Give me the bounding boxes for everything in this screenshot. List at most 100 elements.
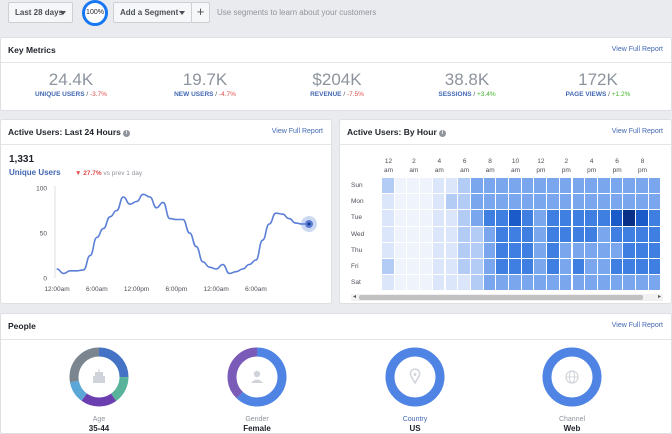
heatmap-cell[interactable] bbox=[407, 210, 420, 226]
metric-new-users[interactable]: 19.7K NEW USERS / -4.7% bbox=[140, 70, 270, 98]
heatmap-cell[interactable] bbox=[509, 242, 521, 258]
heatmap-cell[interactable] bbox=[572, 178, 585, 194]
heatmap-cell[interactable] bbox=[483, 194, 496, 210]
heatmap-cell[interactable] bbox=[559, 178, 572, 194]
heatmap-cell[interactable] bbox=[597, 194, 610, 210]
heatmap-cell[interactable] bbox=[483, 242, 496, 258]
heatmap-cell[interactable] bbox=[382, 242, 394, 258]
scrollbar-thumb[interactable] bbox=[359, 295, 643, 300]
heatmap-cell[interactable] bbox=[534, 275, 547, 291]
people-view-report-link[interactable]: View Full Report bbox=[611, 322, 663, 329]
heatmap-cell[interactable] bbox=[509, 226, 521, 242]
info-icon[interactable]: i bbox=[122, 130, 130, 137]
heatmap-cell[interactable] bbox=[407, 242, 420, 258]
zoom-indicator[interactable]: 100% bbox=[82, 0, 108, 26]
heatmap-cell[interactable] bbox=[585, 194, 597, 210]
heatmap-cell[interactable] bbox=[610, 275, 623, 291]
heatmap-cell[interactable] bbox=[572, 194, 585, 210]
heatmap-cell[interactable] bbox=[382, 226, 394, 242]
heatmap-cell[interactable] bbox=[572, 242, 585, 258]
metric-revenue[interactable]: $204K REVENUE / -7.5% bbox=[272, 70, 402, 98]
scroll-left-icon[interactable]: ◂ bbox=[352, 294, 356, 300]
heatmap-cell[interactable] bbox=[547, 259, 559, 275]
heatmap-cell[interactable] bbox=[636, 194, 648, 210]
key-metrics-view-report-link[interactable]: View Full Report bbox=[611, 46, 663, 53]
heatmap-cell[interactable] bbox=[585, 226, 597, 242]
heatmap-cell[interactable] bbox=[470, 242, 483, 258]
heatmap-cell[interactable] bbox=[648, 178, 661, 194]
active-users-24h-view-report-link[interactable]: View Full Report bbox=[271, 128, 323, 135]
heatmap-cell[interactable] bbox=[509, 194, 521, 210]
heatmap-cell[interactable] bbox=[445, 259, 458, 275]
date-range-dropdown[interactable]: Last 28 days bbox=[8, 2, 73, 23]
heatmap-cell[interactable] bbox=[407, 275, 420, 291]
heatmap-cell[interactable] bbox=[470, 178, 483, 194]
heatmap-cell[interactable] bbox=[407, 226, 420, 242]
heatmap-cell[interactable] bbox=[534, 242, 547, 258]
heatmap-cell[interactable] bbox=[432, 275, 445, 291]
heatmap-cell[interactable] bbox=[394, 242, 407, 258]
heatmap-cell[interactable] bbox=[534, 226, 547, 242]
heatmap-cell[interactable] bbox=[534, 259, 547, 275]
heatmap-cell[interactable] bbox=[483, 178, 496, 194]
heatmap-cell[interactable] bbox=[420, 178, 432, 194]
heatmap-cell[interactable] bbox=[420, 210, 432, 226]
heatmap-cell[interactable] bbox=[382, 178, 394, 194]
heatmap-cell[interactable] bbox=[496, 226, 508, 242]
heatmap-cell[interactable] bbox=[597, 178, 610, 194]
heatmap-cell[interactable] bbox=[458, 210, 470, 226]
heatmap-cell[interactable] bbox=[496, 194, 508, 210]
heatmap-cell[interactable] bbox=[470, 194, 483, 210]
heatmap-cell[interactable] bbox=[648, 242, 661, 258]
heatmap-cell[interactable] bbox=[597, 210, 610, 226]
heatmap-cell[interactable] bbox=[420, 242, 432, 258]
info-icon[interactable]: i bbox=[438, 130, 446, 137]
heatmap-cell[interactable] bbox=[559, 275, 572, 291]
heatmap-cell[interactable] bbox=[496, 210, 508, 226]
heatmap-cell[interactable] bbox=[521, 210, 534, 226]
heatmap-cell[interactable] bbox=[547, 178, 559, 194]
heatmap-cell[interactable] bbox=[382, 259, 394, 275]
heatmap-cell[interactable] bbox=[483, 226, 496, 242]
people-channel-chart[interactable]: Channel Web bbox=[532, 346, 612, 433]
heatmap-cell[interactable] bbox=[420, 259, 432, 275]
heatmap-cell[interactable] bbox=[610, 210, 623, 226]
heatmap-cell[interactable] bbox=[496, 178, 508, 194]
by-hour-view-report-link[interactable]: View Full Report bbox=[611, 128, 663, 135]
heatmap-cell[interactable] bbox=[547, 242, 559, 258]
heatmap-cell[interactable] bbox=[407, 259, 420, 275]
scroll-right-icon[interactable]: ▸ bbox=[657, 294, 661, 300]
heatmap-cell[interactable] bbox=[521, 242, 534, 258]
heatmap-cell[interactable] bbox=[407, 194, 420, 210]
heatmap-cell[interactable] bbox=[382, 275, 394, 291]
heatmap-cell[interactable] bbox=[610, 242, 623, 258]
heatmap-cell[interactable] bbox=[636, 259, 648, 275]
heatmap-cell[interactable] bbox=[432, 210, 445, 226]
horizontal-scrollbar[interactable]: ◂ ▸ bbox=[351, 294, 663, 301]
heatmap-cell[interactable] bbox=[597, 226, 610, 242]
heatmap-cell[interactable] bbox=[534, 178, 547, 194]
heatmap-cell[interactable] bbox=[394, 178, 407, 194]
heatmap-cell[interactable] bbox=[572, 210, 585, 226]
heatmap-cell[interactable] bbox=[445, 226, 458, 242]
heatmap-cell[interactable] bbox=[648, 194, 661, 210]
heatmap-cell[interactable] bbox=[610, 259, 623, 275]
heatmap-cell[interactable] bbox=[572, 275, 585, 291]
heatmap-cell[interactable] bbox=[509, 210, 521, 226]
people-age-chart[interactable]: Age 35-44 bbox=[59, 346, 139, 433]
heatmap-cell[interactable] bbox=[648, 259, 661, 275]
heatmap-cell[interactable] bbox=[623, 194, 635, 210]
heatmap-cell[interactable] bbox=[610, 194, 623, 210]
heatmap-cell[interactable] bbox=[623, 178, 635, 194]
people-gender-chart[interactable]: Gender Female bbox=[217, 346, 297, 433]
heatmap-cell[interactable] bbox=[470, 275, 483, 291]
heatmap-cell[interactable] bbox=[572, 226, 585, 242]
heatmap-cell[interactable] bbox=[458, 194, 470, 210]
heatmap-cell[interactable] bbox=[559, 194, 572, 210]
heatmap-cell[interactable] bbox=[445, 210, 458, 226]
heatmap-cell[interactable] bbox=[623, 226, 635, 242]
heatmap-cell[interactable] bbox=[547, 226, 559, 242]
heatmap-cell[interactable] bbox=[509, 178, 521, 194]
heatmap-cell[interactable] bbox=[407, 178, 420, 194]
heatmap-cell[interactable] bbox=[559, 259, 572, 275]
